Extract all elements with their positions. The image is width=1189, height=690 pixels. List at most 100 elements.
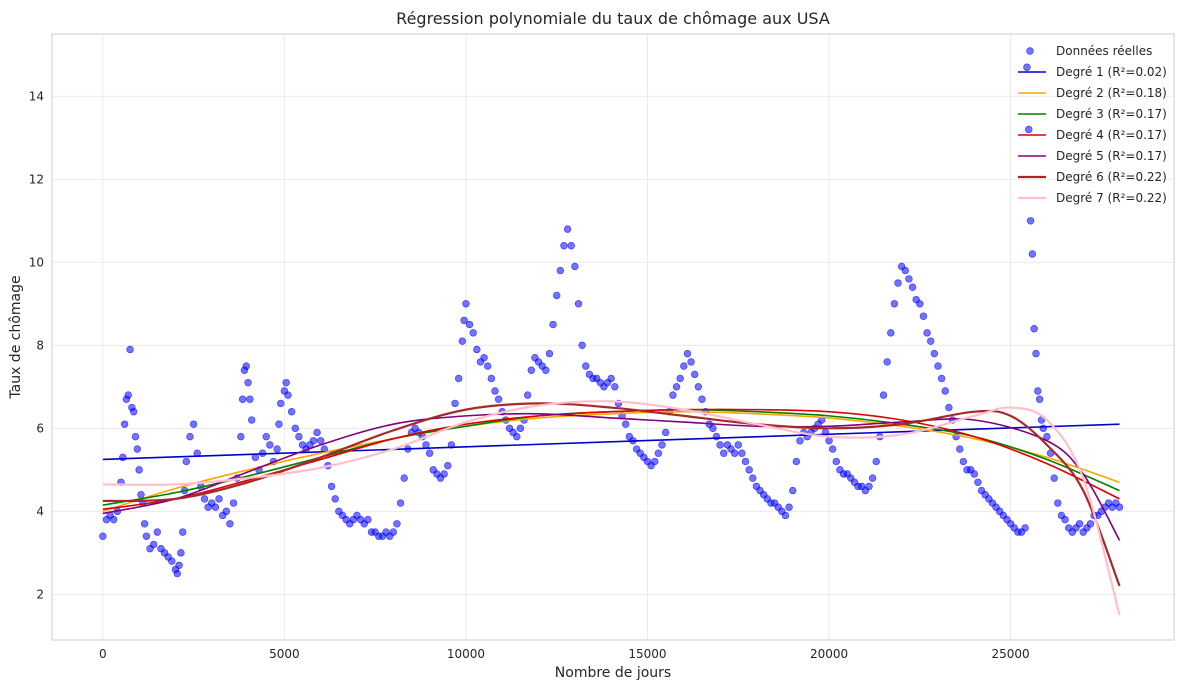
data-point bbox=[974, 478, 982, 486]
data-point bbox=[189, 420, 198, 428]
grid bbox=[52, 34, 1174, 640]
data-point bbox=[186, 432, 194, 441]
data-point bbox=[789, 486, 797, 495]
y-tick-label: 6 bbox=[36, 421, 44, 435]
data-point bbox=[153, 528, 162, 536]
data-point bbox=[749, 474, 757, 482]
plot-frame bbox=[51, 33, 1175, 641]
data-point bbox=[545, 349, 554, 358]
y-tick-label: 14 bbox=[29, 89, 44, 103]
data-point bbox=[698, 395, 706, 403]
data-point bbox=[177, 549, 185, 557]
data-point bbox=[730, 449, 739, 457]
y-tick-label: 12 bbox=[29, 172, 44, 186]
data-point bbox=[226, 520, 234, 528]
data-point bbox=[578, 341, 586, 350]
data-point bbox=[215, 495, 223, 503]
data-point bbox=[654, 449, 663, 457]
data-point bbox=[473, 345, 481, 354]
data-point bbox=[1086, 520, 1095, 528]
data-point bbox=[119, 453, 127, 462]
data-point bbox=[266, 441, 274, 449]
data-point bbox=[237, 432, 245, 441]
data-point bbox=[200, 495, 209, 503]
data-point bbox=[513, 432, 521, 441]
data-point bbox=[937, 374, 946, 383]
legend-entry-degree-1: Degré 1 (R²=0.02) bbox=[1018, 65, 1167, 79]
data-point bbox=[99, 532, 107, 540]
legend-label-degree-3: Degré 3 (R²=0.17) bbox=[1056, 107, 1167, 121]
data-point bbox=[309, 437, 318, 445]
data-point bbox=[1021, 524, 1029, 532]
data-point bbox=[400, 474, 408, 482]
data-point bbox=[527, 366, 536, 374]
data-point bbox=[574, 300, 583, 308]
legend-label-degree-6: Degré 6 (R²=0.22) bbox=[1056, 170, 1167, 184]
data-point bbox=[959, 457, 968, 466]
chart-title: Régression polynomiale du taux de chômag… bbox=[396, 9, 830, 28]
data-point bbox=[709, 424, 717, 433]
data-point bbox=[894, 279, 902, 287]
data-point bbox=[124, 391, 132, 399]
data-point bbox=[262, 432, 270, 441]
data-point bbox=[658, 441, 666, 449]
data-point bbox=[828, 445, 837, 453]
data-point bbox=[327, 482, 336, 491]
data-point bbox=[930, 349, 939, 358]
data-point bbox=[567, 241, 575, 250]
data-point bbox=[901, 266, 910, 275]
data-point bbox=[611, 383, 619, 391]
data-point bbox=[282, 378, 290, 387]
data-point bbox=[872, 457, 880, 466]
data-point bbox=[480, 354, 488, 362]
data-point bbox=[676, 374, 684, 383]
data-point bbox=[331, 495, 339, 503]
data-point bbox=[487, 374, 496, 383]
data-point bbox=[1075, 520, 1084, 528]
legend: Données réelles Degré 1 (R²=0.02) Degré 2 … bbox=[1018, 44, 1167, 205]
data-point bbox=[556, 266, 565, 275]
data-point bbox=[716, 441, 724, 449]
data-point bbox=[425, 449, 434, 457]
data-point bbox=[440, 470, 448, 478]
data-point bbox=[919, 312, 928, 320]
tick-labels: 0 5000 10000 15000 20000 25000 2 4 6 8 10 12 14 bbox=[29, 89, 1030, 661]
regression-lines bbox=[102, 400, 1121, 616]
legend-label-degree-5: Degré 5 (R²=0.17) bbox=[1056, 149, 1167, 163]
legend-label-scatter: Données réelles bbox=[1056, 44, 1152, 58]
data-point bbox=[295, 432, 303, 441]
data-point bbox=[175, 561, 183, 569]
data-point bbox=[277, 399, 285, 408]
regression-line-degree-2 bbox=[102, 410, 1120, 513]
data-point bbox=[832, 457, 841, 466]
data-point bbox=[135, 466, 143, 474]
data-point bbox=[560, 241, 568, 250]
data-point bbox=[451, 399, 459, 408]
data-point bbox=[582, 362, 590, 370]
data-point bbox=[462, 300, 470, 308]
data-point bbox=[275, 420, 283, 428]
data-point bbox=[120, 420, 129, 428]
data-point bbox=[313, 428, 321, 437]
data-point bbox=[284, 391, 292, 399]
x-axis-label: Nombre de jours bbox=[555, 665, 671, 681]
data-point bbox=[1061, 515, 1069, 524]
data-point bbox=[273, 445, 281, 453]
x-tick-label: 0 bbox=[99, 647, 107, 661]
data-point bbox=[887, 329, 895, 337]
data-point bbox=[1032, 349, 1040, 358]
data-point bbox=[687, 358, 695, 366]
y-axis-label: Taux de chômage bbox=[8, 275, 24, 399]
data-point bbox=[1023, 63, 1031, 71]
data-point bbox=[945, 403, 953, 412]
data-point bbox=[460, 316, 468, 325]
data-point bbox=[396, 499, 405, 507]
data-point bbox=[364, 515, 372, 524]
data-point bbox=[516, 424, 525, 433]
data-point bbox=[916, 300, 924, 308]
data-point bbox=[133, 445, 142, 453]
data-point bbox=[908, 283, 917, 291]
scatter-points bbox=[99, 63, 1124, 578]
data-point bbox=[246, 395, 254, 403]
